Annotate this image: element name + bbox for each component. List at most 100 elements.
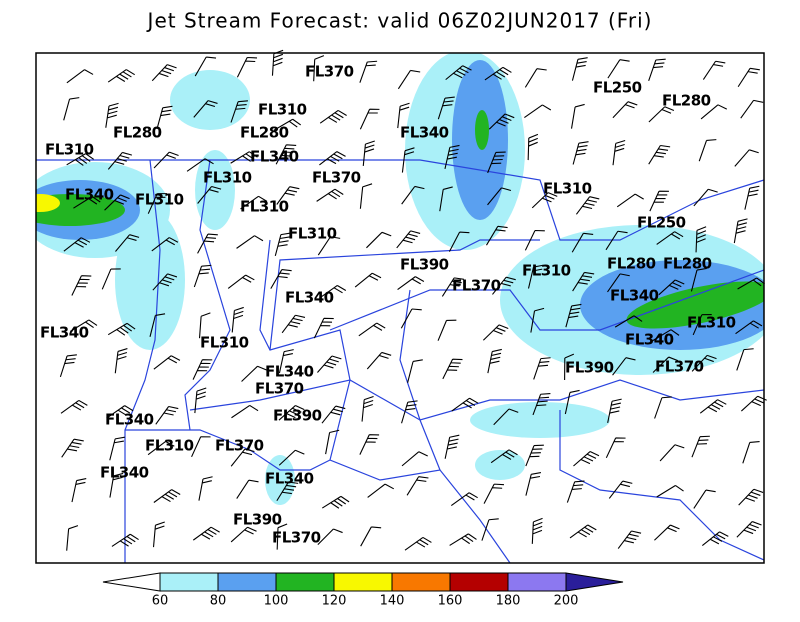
wind-barb — [71, 477, 87, 503]
wind-barb — [737, 277, 765, 290]
wind-barb — [656, 231, 684, 245]
flight-level-label: FL370 — [215, 437, 264, 455]
wind-barb — [483, 483, 505, 504]
wind-barb — [605, 437, 626, 459]
wind-barb — [449, 533, 477, 546]
colorbar-segment — [275, 572, 335, 592]
wind-barb — [106, 405, 134, 419]
wind-barb — [69, 319, 98, 332]
wind-barb — [740, 99, 764, 119]
flight-level-label: FL310 — [240, 198, 289, 216]
flight-level-label: FL310 — [543, 180, 592, 198]
wind-barb — [397, 69, 421, 90]
flight-level-label: FL310 — [203, 169, 252, 187]
wind-barb — [487, 187, 512, 206]
flight-level-label: FL250 — [637, 214, 686, 232]
flight-level-label: FL310 — [200, 334, 249, 352]
wind-barb — [197, 185, 222, 204]
wind-barb — [572, 141, 589, 165]
flight-level-label: FL340 — [265, 363, 314, 381]
wind-barb — [525, 444, 544, 467]
wind-barb — [276, 523, 288, 550]
flight-level-label: FL340 — [625, 331, 674, 349]
wind-barb — [359, 434, 380, 455]
flight-level-label: FL390 — [565, 359, 614, 377]
wind-barb — [281, 314, 306, 334]
wind-barb — [490, 449, 518, 464]
wind-barb — [492, 276, 516, 295]
wind-barb — [278, 405, 305, 421]
flight-level-label: FL310 — [687, 314, 736, 332]
wind-barb — [569, 524, 597, 539]
wind-barb — [733, 218, 748, 244]
wind-barb — [367, 483, 395, 498]
wind-barb — [397, 102, 410, 129]
flight-level-label: FL370 — [272, 529, 321, 547]
wind-barb — [104, 194, 130, 211]
flight-level-label: FL340 — [285, 289, 334, 307]
wind-barb — [736, 521, 762, 538]
wind-barb — [531, 192, 558, 209]
map-frame — [35, 52, 765, 564]
wind-barb — [396, 230, 421, 249]
wind-barb — [693, 489, 716, 509]
wind-barb — [230, 151, 258, 164]
wind-barb — [614, 315, 643, 328]
colorbar-tick-label: 80 — [210, 594, 227, 609]
wind-barb — [354, 272, 382, 288]
wind-barb — [652, 356, 679, 373]
jet-shading — [36, 53, 764, 505]
wind-barb — [197, 233, 218, 254]
wind-barb — [525, 472, 542, 496]
wind-barb — [193, 100, 218, 118]
wind-barb — [236, 479, 259, 499]
wind-barb — [155, 405, 179, 425]
colorbar-tick-label: 100 — [264, 594, 289, 609]
colorbar-segment — [507, 572, 567, 592]
wind-barb — [531, 517, 543, 544]
wind-barb — [401, 451, 428, 467]
wind-barb — [319, 284, 347, 299]
wind-barb — [692, 314, 712, 336]
wind-barb — [317, 236, 341, 256]
flight-level-label: FL310 — [145, 437, 194, 455]
wind-barb — [735, 320, 763, 335]
wind-barb — [742, 440, 760, 464]
wind-barb — [616, 193, 644, 208]
wind-barb — [275, 144, 297, 165]
wind-barb — [659, 444, 685, 462]
wind-barb — [71, 275, 92, 296]
wind-barb — [109, 472, 124, 498]
wind-barb — [359, 60, 378, 83]
wind-barb — [437, 319, 457, 341]
wind-barb — [236, 56, 258, 78]
wind-barb — [63, 237, 91, 252]
colorbar-tick-label: 200 — [554, 594, 579, 609]
flight-level-label: FL280 — [113, 124, 162, 142]
wind-barb — [532, 393, 551, 416]
wind-barb — [359, 108, 380, 130]
wind-barb — [441, 277, 464, 297]
wind-barb — [63, 97, 80, 121]
wind-barb — [319, 109, 347, 124]
wind-barb — [60, 399, 88, 414]
wind-barb — [152, 521, 165, 548]
wind-barb — [107, 151, 133, 170]
wind-barb — [448, 231, 470, 252]
flight-level-label: FL370 — [312, 169, 361, 187]
colorbar-segment — [159, 572, 219, 592]
wind-barb — [151, 64, 177, 82]
colorbar-tick-label: 120 — [322, 594, 347, 609]
wind-barb — [445, 65, 472, 81]
wind-barb — [115, 234, 140, 252]
wind-barb — [486, 225, 508, 246]
wind-barb — [360, 526, 382, 547]
wind-barb — [437, 96, 455, 120]
colorbar-low-triangle — [102, 572, 161, 592]
wind-barb — [59, 354, 77, 378]
wind-barb — [321, 405, 346, 424]
wind-barb — [66, 153, 94, 166]
wind-barb — [738, 488, 764, 506]
flight-level-label: FL340 — [105, 411, 154, 429]
